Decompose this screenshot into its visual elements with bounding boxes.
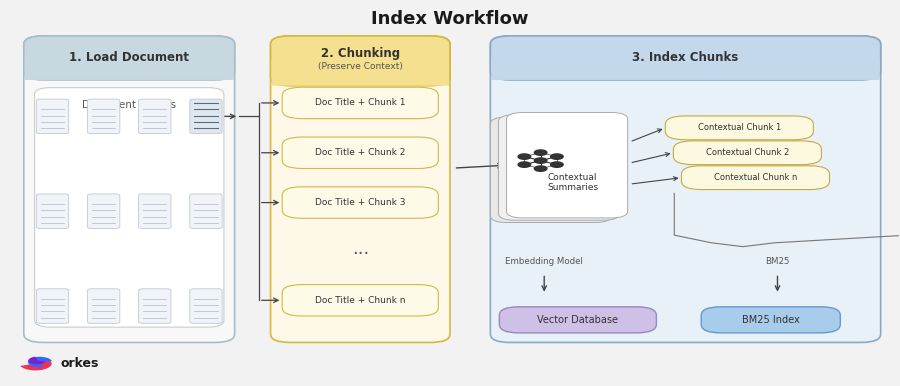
Text: Contextual
Summaries: Contextual Summaries (547, 173, 598, 192)
Text: Document Corpus: Document Corpus (82, 100, 176, 110)
Text: Contextual Chunk 2: Contextual Chunk 2 (706, 148, 789, 157)
FancyBboxPatch shape (24, 58, 234, 80)
Wedge shape (29, 357, 46, 364)
Text: Doc Title + Chunk 1: Doc Title + Chunk 1 (315, 98, 406, 107)
Text: Vector Database: Vector Database (537, 315, 618, 325)
Text: Contextual Chunk 1: Contextual Chunk 1 (698, 124, 781, 132)
Circle shape (535, 158, 547, 163)
FancyBboxPatch shape (36, 194, 68, 229)
Text: ...: ... (352, 240, 369, 257)
FancyBboxPatch shape (139, 99, 171, 134)
FancyBboxPatch shape (673, 141, 822, 165)
FancyBboxPatch shape (283, 284, 438, 316)
FancyBboxPatch shape (665, 116, 814, 140)
FancyBboxPatch shape (701, 307, 841, 333)
FancyBboxPatch shape (23, 36, 235, 342)
FancyBboxPatch shape (190, 194, 222, 229)
Circle shape (535, 150, 547, 155)
FancyBboxPatch shape (190, 99, 222, 134)
Text: BM25: BM25 (765, 257, 789, 266)
Wedge shape (28, 357, 52, 367)
FancyBboxPatch shape (87, 194, 120, 229)
FancyBboxPatch shape (23, 36, 235, 80)
FancyBboxPatch shape (499, 115, 619, 220)
FancyBboxPatch shape (491, 117, 611, 222)
FancyBboxPatch shape (681, 166, 830, 190)
FancyBboxPatch shape (271, 36, 450, 86)
Text: 3. Index Chunks: 3. Index Chunks (633, 51, 739, 64)
FancyBboxPatch shape (34, 88, 224, 327)
FancyBboxPatch shape (271, 36, 450, 342)
FancyBboxPatch shape (272, 61, 449, 86)
Circle shape (518, 162, 531, 167)
Text: 2. Chunking: 2. Chunking (320, 47, 400, 59)
FancyBboxPatch shape (491, 36, 881, 342)
Circle shape (518, 154, 531, 159)
Text: BM25 Index: BM25 Index (742, 315, 799, 325)
Text: Doc Title + Chunk 3: Doc Title + Chunk 3 (315, 198, 406, 207)
FancyBboxPatch shape (283, 187, 438, 218)
FancyBboxPatch shape (491, 36, 881, 80)
Text: (Preserve Context): (Preserve Context) (318, 63, 402, 71)
FancyBboxPatch shape (139, 289, 171, 323)
FancyBboxPatch shape (283, 137, 438, 168)
FancyBboxPatch shape (507, 113, 627, 218)
FancyBboxPatch shape (491, 58, 880, 80)
Text: Doc Title + Chunk n: Doc Title + Chunk n (315, 296, 406, 305)
FancyBboxPatch shape (87, 289, 120, 323)
Text: Doc Title + Chunk 2: Doc Title + Chunk 2 (315, 148, 406, 157)
Circle shape (535, 166, 547, 171)
Text: 1. Load Document: 1. Load Document (69, 51, 189, 64)
FancyBboxPatch shape (283, 87, 438, 119)
FancyBboxPatch shape (36, 289, 68, 323)
Text: Contextual Chunk n: Contextual Chunk n (714, 173, 797, 182)
FancyBboxPatch shape (87, 99, 120, 134)
Text: Index Workflow: Index Workflow (371, 10, 529, 28)
FancyBboxPatch shape (500, 307, 656, 333)
FancyBboxPatch shape (36, 99, 68, 134)
Wedge shape (21, 357, 51, 371)
Text: Embedding Model: Embedding Model (505, 257, 583, 266)
FancyBboxPatch shape (139, 194, 171, 229)
FancyBboxPatch shape (190, 289, 222, 323)
Circle shape (551, 154, 563, 159)
Text: orkes: orkes (60, 357, 99, 370)
Circle shape (551, 162, 563, 167)
